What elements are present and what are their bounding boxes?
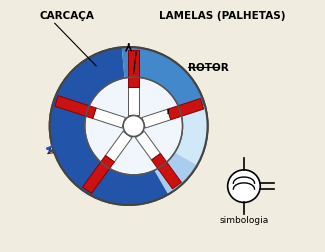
Text: simbologia: simbologia xyxy=(219,216,268,225)
Polygon shape xyxy=(151,153,181,189)
Polygon shape xyxy=(105,131,132,162)
Wedge shape xyxy=(129,126,208,194)
Polygon shape xyxy=(136,131,161,160)
Text: LAMELAS (PALHETAS): LAMELAS (PALHETAS) xyxy=(159,11,285,21)
Circle shape xyxy=(85,77,183,175)
Circle shape xyxy=(50,47,208,205)
Polygon shape xyxy=(142,109,171,128)
Text: ROTOR: ROTOR xyxy=(188,63,228,73)
Polygon shape xyxy=(55,96,96,118)
Circle shape xyxy=(97,89,170,163)
Circle shape xyxy=(123,115,144,137)
Circle shape xyxy=(227,170,260,202)
Polygon shape xyxy=(93,108,125,128)
Polygon shape xyxy=(83,155,114,194)
Wedge shape xyxy=(122,47,208,194)
Polygon shape xyxy=(128,50,139,87)
Wedge shape xyxy=(50,47,179,205)
Circle shape xyxy=(85,77,183,175)
Wedge shape xyxy=(129,106,208,166)
Polygon shape xyxy=(167,99,204,120)
Polygon shape xyxy=(128,87,139,115)
Text: CARCAÇA: CARCAÇA xyxy=(40,11,95,21)
